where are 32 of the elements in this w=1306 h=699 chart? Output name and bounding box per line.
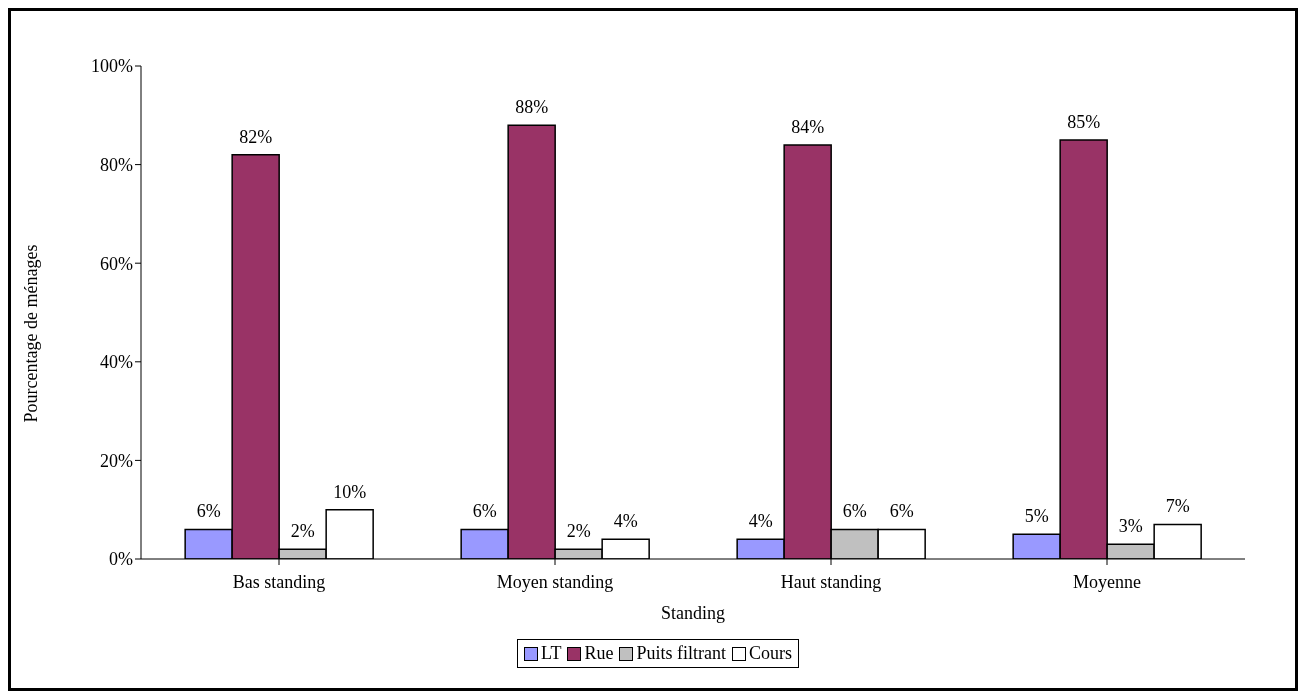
data-label: 85% [1067,111,1101,132]
y-tick-label: 40% [100,352,133,373]
legend-label: LT [541,643,562,664]
x-axis-title: Standing [660,603,726,623]
legend-label: Cours [748,643,792,664]
legend-label: Puits filtrant [636,643,726,664]
y-tick-label: 0% [109,549,133,570]
data-label: 3% [1118,516,1143,537]
data-label: 2% [290,521,315,542]
data-label: 88% [515,97,549,118]
data-label: 84% [791,116,825,137]
data-label: 82% [239,126,273,147]
y-axis-title: Pourcentage de ménages [21,244,42,423]
x-tick-label: Haut standing [780,571,882,592]
data-label: 10% [333,481,367,502]
data-label: 6% [889,501,914,522]
data-label: 6% [842,501,867,522]
data-label: 2% [566,521,591,542]
data-label: 4% [748,511,773,532]
data-label: 7% [1165,496,1190,517]
y-tick-label: 100% [91,56,133,77]
x-tick-label: Moyenne [1073,571,1141,592]
data-label: 5% [1024,506,1049,527]
y-tick-label: 60% [100,253,133,274]
x-tick-label: Moyen standing [496,571,614,592]
x-tick-label: Bas standing [232,571,326,592]
data-label: 4% [613,511,638,532]
legend-label: Rue [584,643,614,664]
data-label: 6% [196,501,221,522]
data-label: 6% [472,501,497,522]
y-tick-label: 20% [100,450,133,471]
y-tick-label: 80% [100,154,133,175]
